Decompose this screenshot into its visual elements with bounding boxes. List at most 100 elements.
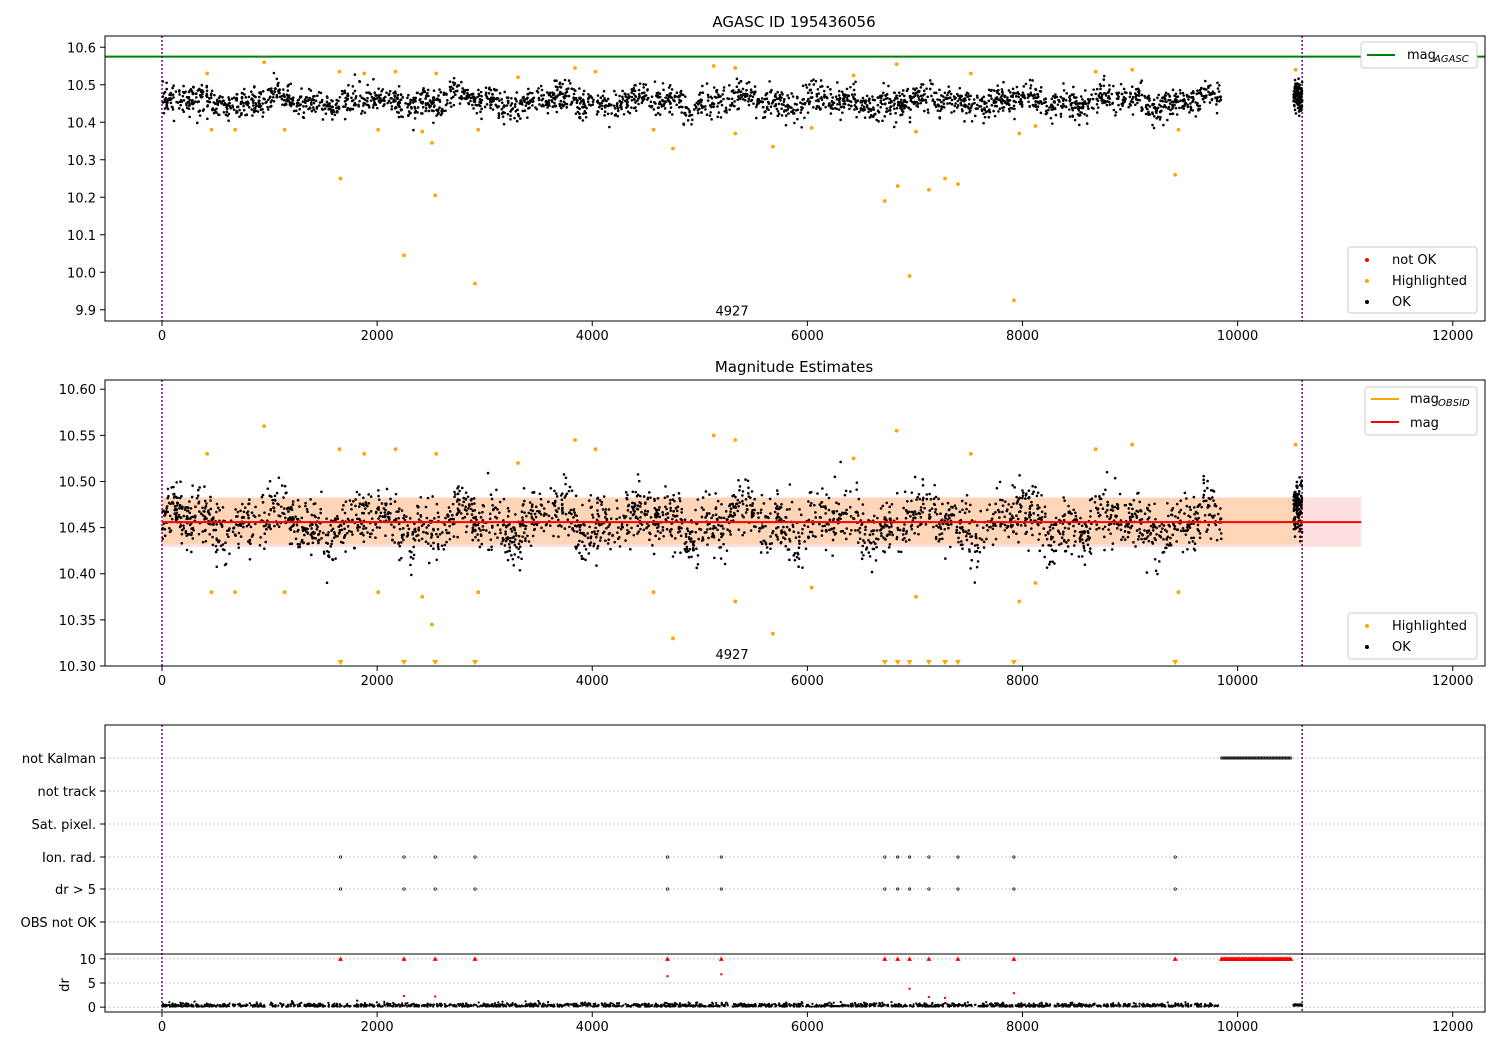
ok-point	[700, 515, 704, 519]
ok-point	[389, 101, 392, 105]
ok-point	[706, 99, 710, 102]
ok-point	[523, 100, 526, 103]
ok-point	[702, 508, 705, 512]
ok-point	[900, 105, 904, 109]
ok-point	[1063, 513, 1067, 516]
ok-point	[193, 516, 197, 519]
ok-point	[780, 114, 784, 117]
ok-point	[747, 97, 751, 101]
ok-point	[1197, 109, 1200, 112]
ok-point	[1064, 99, 1068, 102]
ok-point	[1012, 99, 1016, 103]
ok-point	[240, 95, 244, 99]
ok-point	[871, 115, 875, 119]
ok-point	[1144, 112, 1148, 116]
ok-point	[670, 534, 674, 538]
ok-point	[709, 111, 712, 114]
ok-point	[451, 87, 455, 90]
ok-point	[795, 103, 799, 106]
ok-point	[647, 491, 651, 494]
ok-point	[675, 103, 678, 107]
ok-point	[857, 110, 861, 114]
ok-point	[581, 540, 584, 544]
ok-point	[195, 121, 199, 125]
ok-point	[1108, 103, 1112, 106]
ok-point	[947, 96, 950, 100]
ok-point	[1219, 517, 1223, 520]
ok-point	[1207, 86, 1210, 89]
ok-point	[1203, 513, 1207, 517]
ok-point	[963, 511, 967, 515]
ok-point	[654, 113, 658, 117]
ok-point	[915, 87, 918, 90]
ok-point	[486, 471, 490, 475]
ok-point	[751, 502, 755, 505]
ok-point	[866, 106, 869, 109]
ok-point	[1191, 109, 1195, 112]
ok-point	[575, 101, 579, 105]
ok-point	[491, 96, 495, 99]
ok-point	[637, 92, 641, 96]
ok-point	[398, 558, 401, 562]
ok-point	[414, 96, 418, 100]
ok-point	[1126, 535, 1130, 539]
ok-point	[271, 502, 275, 505]
ok-point	[502, 523, 506, 527]
ok-point	[248, 538, 252, 542]
ok-point	[1022, 491, 1025, 495]
ok-point	[707, 95, 710, 99]
ok-point	[633, 502, 636, 505]
ok-point	[479, 533, 483, 536]
ok-point	[1166, 501, 1169, 505]
ok-point	[759, 551, 763, 554]
ok-point	[837, 94, 841, 97]
ok-point	[381, 88, 385, 91]
ok-point	[776, 525, 780, 529]
ok-point	[354, 95, 358, 98]
ok-point	[582, 102, 585, 106]
ok-point	[634, 490, 637, 494]
ok-point	[360, 112, 363, 115]
ok-point	[875, 118, 879, 122]
ok-point	[621, 98, 625, 101]
ok-point	[1151, 103, 1154, 107]
ok-point	[578, 87, 581, 90]
ok-point	[215, 111, 218, 114]
ok-point	[265, 527, 268, 531]
ok-point	[814, 79, 818, 83]
ok-point	[983, 115, 987, 119]
ok-point	[621, 95, 624, 99]
ok-point	[378, 514, 382, 518]
ok-point	[496, 523, 500, 527]
ok-point	[174, 90, 178, 93]
ok-point	[327, 107, 330, 111]
ok-point	[288, 97, 292, 100]
ok-point	[1115, 526, 1119, 530]
ok-point	[1139, 509, 1143, 513]
ok-point	[747, 100, 750, 103]
ok-point	[1048, 563, 1051, 566]
ok-point	[737, 88, 741, 92]
ok-point	[198, 114, 202, 117]
x-tick-label: 8000	[1006, 329, 1039, 344]
ok-point	[174, 518, 178, 521]
ok-point	[504, 530, 507, 533]
ok-point	[919, 515, 923, 519]
ok-point	[892, 125, 896, 129]
ok-point	[844, 489, 848, 493]
ok-point	[799, 513, 803, 517]
ok-point	[1012, 104, 1016, 108]
ok-point	[190, 100, 194, 103]
ok-point	[1032, 512, 1035, 515]
ok-point	[399, 108, 403, 111]
ok-point	[1073, 106, 1076, 110]
ok-point	[980, 99, 984, 103]
ok-point	[553, 489, 556, 493]
ok-point	[161, 95, 165, 98]
ok-point	[1293, 96, 1297, 100]
ok-point	[1186, 103, 1189, 107]
ok-point	[249, 525, 253, 529]
ok-point	[1083, 531, 1087, 534]
ok-point	[959, 101, 962, 105]
ok-point	[176, 496, 179, 500]
